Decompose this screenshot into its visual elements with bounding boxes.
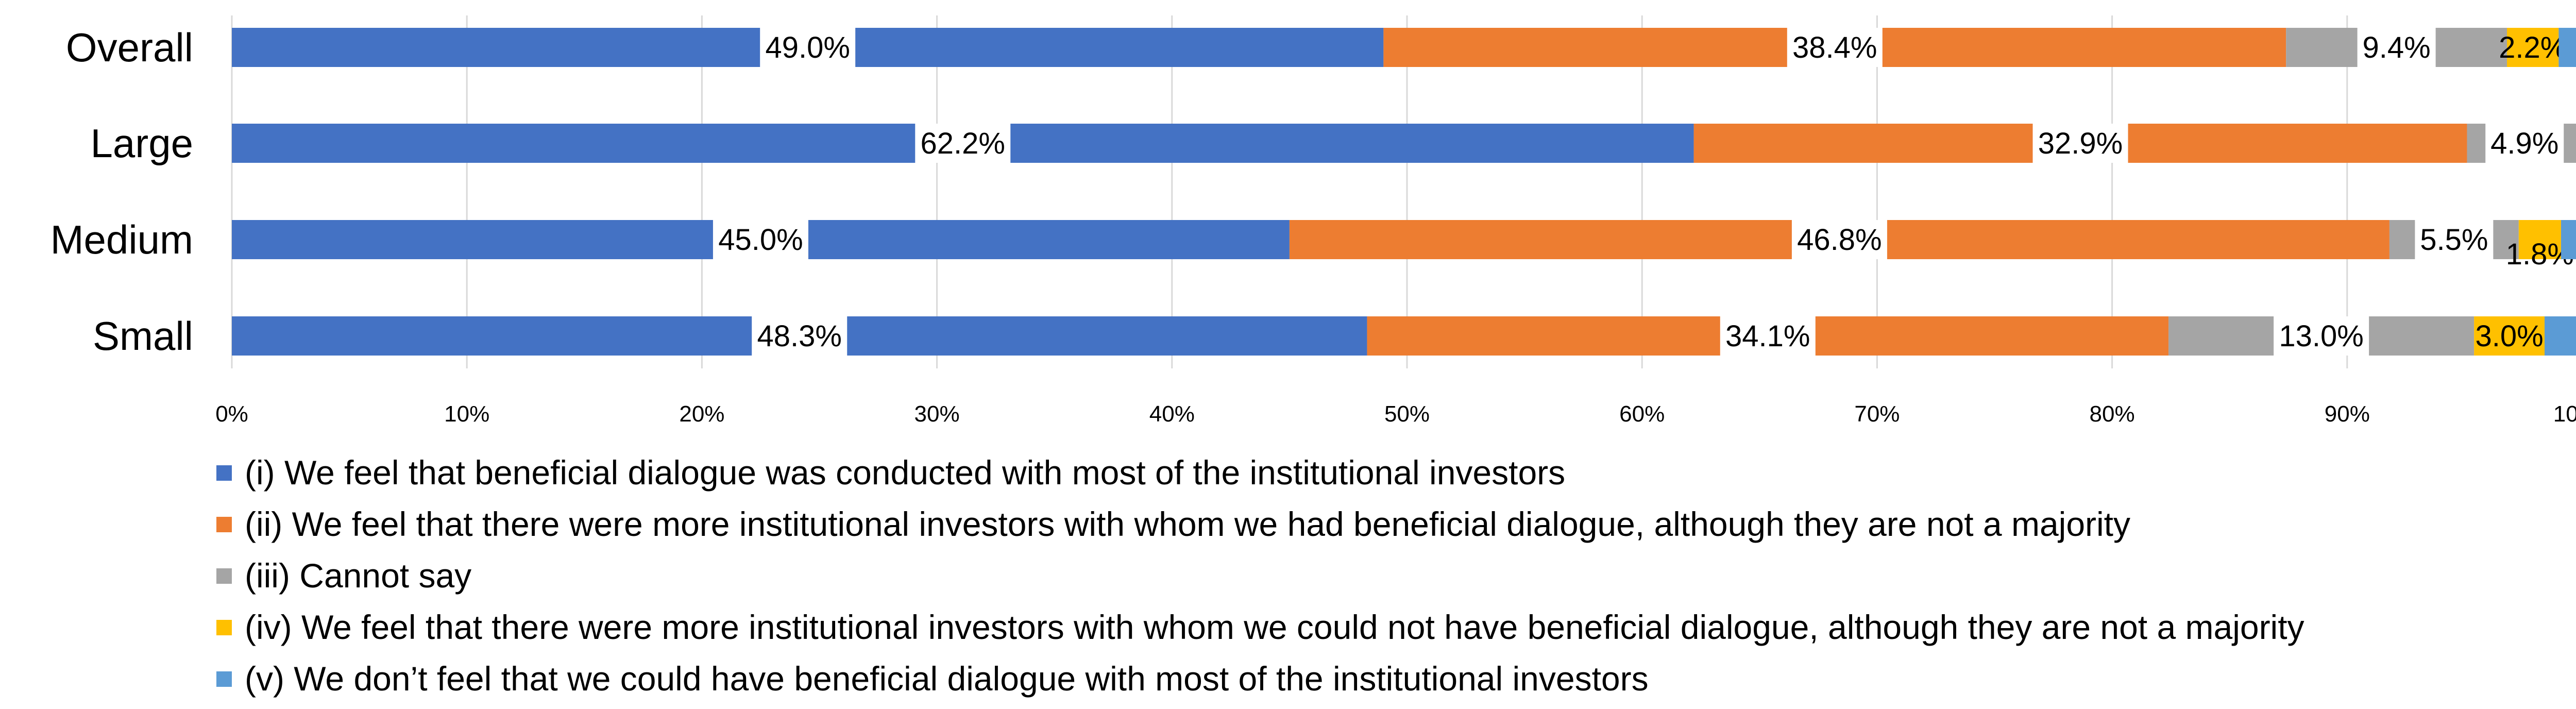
data-label-background	[760, 28, 856, 67]
data-label: 48.3%	[757, 319, 841, 353]
data-label-background	[2357, 28, 2436, 67]
x-tick-label: 70%	[1854, 401, 1900, 427]
data-label: 45.0%	[718, 223, 803, 257]
bar-segment	[2518, 220, 2561, 259]
legend-swatch	[216, 465, 232, 481]
category-label: Small	[93, 313, 193, 359]
bar-segment	[2558, 28, 2576, 67]
x-tick-label: 20%	[679, 401, 724, 427]
data-label: 32.9%	[2038, 127, 2123, 160]
data-label-background	[1787, 28, 1883, 67]
data-label: 62.2%	[921, 127, 1005, 160]
category-label: Large	[91, 121, 194, 166]
category-label: Medium	[50, 217, 193, 262]
data-label-background	[2274, 316, 2369, 356]
data-label-background	[915, 124, 1011, 163]
x-tick-label: 10%	[444, 401, 489, 427]
data-label: 46.8%	[1797, 223, 1882, 257]
legend-swatch	[216, 620, 232, 635]
x-tick-label: 90%	[2325, 401, 2370, 427]
data-label: 3.0%	[2475, 319, 2543, 353]
bar-segment	[2545, 316, 2576, 356]
x-tick-label: 60%	[1619, 401, 1665, 427]
legend-entry-label: (iii) Cannot say	[245, 556, 471, 595]
x-tick-label: 40%	[1149, 401, 1195, 427]
data-label-background	[1791, 220, 1887, 259]
data-label: 38.4%	[1792, 31, 1877, 64]
bar-segment	[2507, 28, 2559, 67]
data-label-background	[2485, 124, 2564, 163]
data-label: 4.9%	[2490, 127, 2558, 160]
x-tick-label: 100%	[2553, 401, 2576, 427]
x-tick-label: 30%	[914, 401, 960, 427]
x-tick-label: 80%	[2090, 401, 2135, 427]
x-tick-label: 0%	[215, 401, 248, 427]
category-label: Overall	[66, 25, 193, 70]
data-label-background	[713, 220, 808, 259]
data-label: 9.4%	[2363, 31, 2431, 64]
data-label-background	[752, 316, 848, 356]
legend-entry-label: (v) We don’t feel that we could have ben…	[245, 660, 1649, 698]
legend-swatch	[216, 517, 232, 532]
data-label: 2.2%	[2499, 31, 2567, 64]
legend-entry-label: (iv) We feel that there were more instit…	[245, 608, 2304, 646]
legend-entry-label: (i) We feel that beneficial dialogue was…	[245, 453, 1565, 492]
data-label-background	[2032, 124, 2128, 163]
legend-swatch	[216, 568, 232, 584]
x-tick-label: 50%	[1384, 401, 1430, 427]
data-label: 34.1%	[1725, 319, 1810, 353]
data-label: 5.5%	[2420, 223, 2488, 257]
data-label: 49.0%	[765, 31, 850, 64]
bar-segment	[2561, 220, 2576, 259]
bar-segment	[2474, 316, 2545, 356]
legend-entry-label: (ii) We feel that there were more instit…	[245, 505, 2130, 543]
data-label-background	[2415, 220, 2494, 259]
data-label-background	[1720, 316, 1816, 356]
legend-swatch	[216, 671, 232, 687]
data-label: 13.0%	[2279, 319, 2363, 353]
